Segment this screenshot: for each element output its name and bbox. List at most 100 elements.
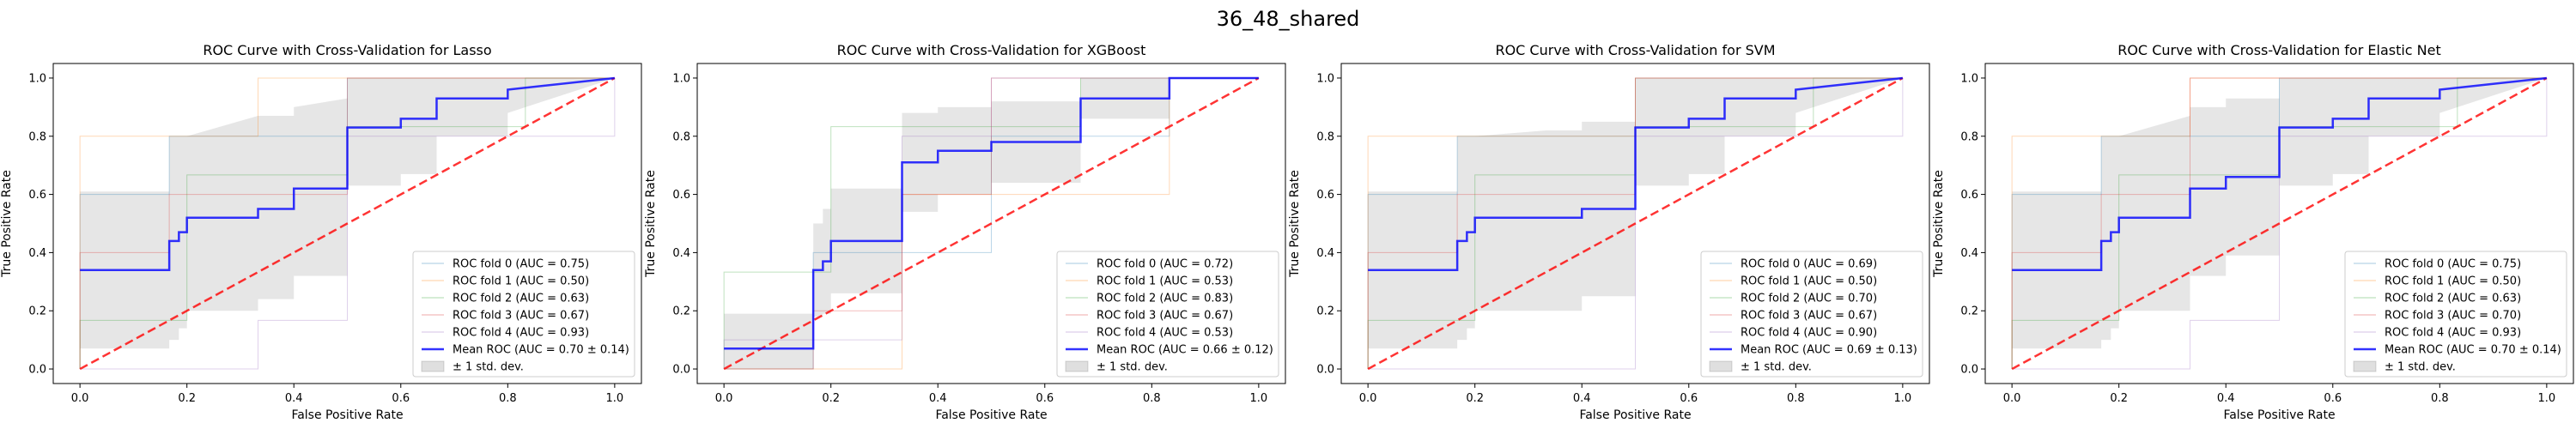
y-tick-label: 0.4 (1316, 247, 1334, 260)
y-tick-label: 0.8 (1960, 130, 1978, 143)
x-axis-label: False Positive Rate (1579, 408, 1691, 422)
x-tick-label: 0.6 (1680, 392, 1698, 405)
chart-title: ROC Curve with Cross-Validation for Lass… (203, 42, 491, 58)
legend-box (1056, 251, 1279, 378)
x-tick-label: 0.0 (715, 392, 733, 405)
legend-box (412, 251, 635, 378)
x-axis-label: False Positive Rate (291, 408, 403, 422)
mean-roc-line (2012, 76, 2547, 272)
roc-fold-0-line (2011, 77, 2547, 370)
roc-fold-0-line (1367, 77, 1903, 370)
axes-frame (1340, 63, 1930, 384)
y-axis-label: True Positive Rate (644, 170, 658, 278)
roc-fold-4-line (723, 77, 1259, 370)
x-tick-label: 0.6 (2324, 392, 2342, 405)
y-tick-label: 0.6 (28, 189, 46, 202)
y-tick-label: 0.6 (672, 189, 690, 202)
x-tick-label: 0.4 (1573, 392, 1591, 405)
legend-entry: ROC fold 1 (AUC = 0.53) (1097, 275, 1233, 288)
figure-suptitle: 36_48_shared (1217, 7, 1360, 31)
legend-entry: ± 1 std. dev. (453, 361, 524, 374)
legend-entry: ROC fold 2 (AUC = 0.63) (2385, 293, 2521, 305)
legend-box (2344, 251, 2567, 378)
x-tick-label: 0.4 (285, 392, 303, 405)
y-tick-label: 0.2 (1960, 305, 1978, 318)
legend-entry: Mean ROC (AUC = 0.69 ± 0.13) (1741, 344, 1917, 357)
legend-entry: ROC fold 0 (AUC = 0.69) (1741, 258, 1877, 271)
y-tick-label: 1.0 (28, 72, 46, 85)
chart-panel-3: ROC Curve with Cross-Validation for Elas… (1932, 42, 2574, 422)
legend-entry: ROC fold 2 (AUC = 0.70) (1741, 293, 1877, 305)
legend-entry: ROC fold 4 (AUC = 0.53) (1097, 327, 1233, 340)
x-tick-label: 0.8 (1787, 392, 1805, 405)
x-tick-label: 1.0 (2538, 392, 2556, 405)
std-band (2012, 77, 2547, 349)
y-tick-label: 0.0 (28, 364, 46, 377)
chart-panel-1: ROC Curve with Cross-Validation for XGBo… (644, 42, 1286, 422)
y-axis-label: True Positive Rate (0, 170, 14, 278)
x-tick-label: 0.0 (1359, 392, 1377, 405)
y-tick-label: 0.2 (1316, 305, 1334, 318)
legend-entry: ROC fold 3 (AUC = 0.67) (1097, 310, 1233, 323)
y-axis-label: True Positive Rate (1932, 170, 1946, 278)
legend-entry: Mean ROC (AUC = 0.66 ± 0.12) (1097, 344, 1273, 357)
chart-title: ROC Curve with Cross-Validation for SVM (1495, 42, 1775, 58)
chart-title: ROC Curve with Cross-Validation for Elas… (2117, 42, 2441, 58)
y-tick-label: 1.0 (1316, 72, 1334, 85)
y-tick-label: 0.2 (672, 305, 690, 318)
legend-entry: ROC fold 2 (AUC = 0.83) (1097, 293, 1233, 305)
legend-entry: ROC fold 3 (AUC = 0.67) (453, 310, 589, 323)
y-tick-label: 1.0 (672, 72, 690, 85)
chart-panel-0: ROC Curve with Cross-Validation for Lass… (0, 42, 642, 422)
legend-handle-std (1065, 360, 1089, 372)
y-tick-label: 1.0 (1960, 72, 1978, 85)
legend-entry: ROC fold 1 (AUC = 0.50) (1741, 275, 1877, 288)
y-tick-label: 0.4 (28, 247, 46, 260)
roc-fold-4-line (80, 77, 616, 370)
legend-handle-std (1709, 360, 1733, 372)
legend-entry: ROC fold 0 (AUC = 0.72) (1097, 258, 1233, 271)
y-tick-label: 0.8 (1316, 130, 1334, 143)
roc-fold-1-line (79, 77, 615, 370)
legend-entry: ROC fold 1 (AUC = 0.50) (453, 275, 589, 288)
legend: ROC fold 0 (AUC = 0.69) ROC fold 1 (AUC =… (1700, 251, 1923, 378)
y-tick-label: 0.4 (1960, 247, 1978, 260)
legend-entry: ROC fold 0 (AUC = 0.75) (453, 258, 589, 271)
y-tick-label: 0.8 (672, 130, 690, 143)
y-tick-label: 0.6 (1960, 189, 1978, 202)
legend-entry: ROC fold 4 (AUC = 0.93) (2385, 327, 2521, 340)
mean-roc-line (1368, 76, 1903, 272)
legend-entry: ROC fold 2 (AUC = 0.63) (453, 293, 589, 305)
y-tick-label: 0.0 (672, 364, 690, 377)
x-tick-label: 1.0 (1894, 392, 1912, 405)
y-tick-label: 0.8 (28, 130, 46, 143)
x-axis-label: False Positive Rate (935, 408, 1047, 422)
roc-fold-0-line (79, 77, 615, 370)
std-band (1368, 77, 1903, 349)
legend-entry: Mean ROC (AUC = 0.70 ± 0.14) (453, 344, 629, 357)
y-tick-label: 0.2 (28, 305, 46, 318)
x-tick-label: 0.8 (499, 392, 517, 405)
roc-fold-4-line (2012, 77, 2548, 370)
y-axis-label: True Positive Rate (1288, 170, 1302, 278)
y-tick-label: 0.0 (1960, 364, 1978, 377)
legend: ROC fold 0 (AUC = 0.75) ROC fold 1 (AUC =… (2344, 251, 2567, 378)
roc-fold-2-line (723, 77, 1259, 370)
legend-entry: ± 1 std. dev. (2385, 361, 2456, 374)
legend-box (1700, 251, 1923, 378)
axes-frame (52, 63, 642, 384)
mean-roc-line (80, 76, 615, 272)
roc-fold-3-line (79, 77, 615, 370)
legend-entry: ROC fold 3 (AUC = 0.70) (2385, 310, 2521, 323)
x-tick-label: 0.2 (178, 392, 196, 405)
legend-handle-std (421, 360, 445, 372)
x-tick-label: 0.0 (2003, 392, 2021, 405)
x-tick-label: 0.2 (822, 392, 840, 405)
chance-line (723, 76, 1260, 371)
chance-line (1367, 76, 1904, 371)
x-tick-label: 0.0 (71, 392, 89, 405)
legend-entry: ROC fold 1 (AUC = 0.50) (2385, 275, 2521, 288)
legend-handle-std (2353, 360, 2377, 372)
roc-fold-3-line (1367, 77, 1903, 370)
legend-entry: ROC fold 0 (AUC = 0.75) (2385, 258, 2521, 271)
